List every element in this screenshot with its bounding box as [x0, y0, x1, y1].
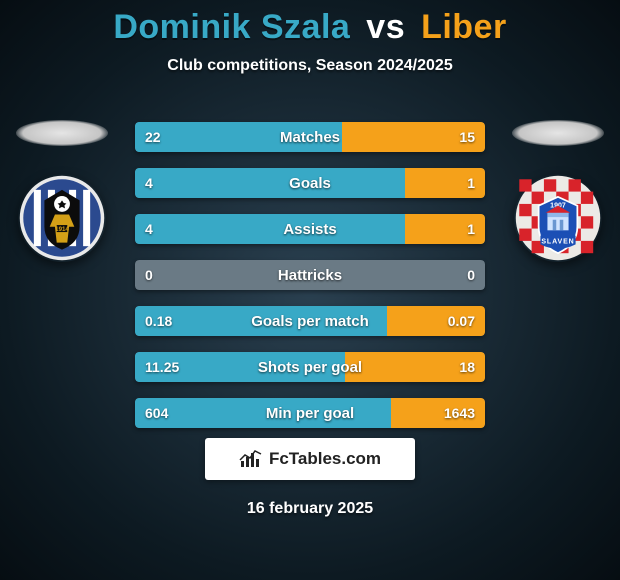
shadow-ellipse-left: [16, 120, 108, 146]
stat-bar-left: [135, 398, 391, 428]
player2-name: Liber: [421, 8, 507, 46]
date-text: 16 february 2025: [0, 500, 620, 518]
branding-badge: FcTables.com: [205, 438, 415, 480]
svg-text:SLAVEN: SLAVEN: [541, 239, 574, 246]
stat-row: Hattricks00: [135, 260, 485, 290]
right-club-logo: 1907 SLAVEN: [514, 174, 602, 262]
right-club-area: 1907 SLAVEN: [508, 120, 608, 262]
stat-bar-right: [405, 168, 486, 198]
stat-bar-left: [135, 168, 405, 198]
stat-row: Goals41: [135, 168, 485, 198]
stat-row: Goals per match0.180.07: [135, 306, 485, 336]
stat-row: Min per goal6041643: [135, 398, 485, 428]
stat-row: Shots per goal11.2518: [135, 352, 485, 382]
stat-bar-right: [387, 306, 485, 336]
stat-bar-left: [135, 214, 405, 244]
stat-bar-right: [405, 214, 486, 244]
player1-name: Dominik Szala: [113, 8, 350, 46]
stat-row: Matches2215: [135, 122, 485, 152]
stat-bar-right: [342, 122, 486, 152]
stat-bar-left: [135, 306, 387, 336]
chart-icon: [239, 449, 263, 469]
stat-bar-left: [135, 122, 342, 152]
vs-text: vs: [366, 8, 405, 46]
branding-text: FcTables.com: [269, 449, 381, 469]
subtitle: Club competitions, Season 2024/2025: [0, 57, 620, 75]
left-club-logo: 1914: [18, 174, 106, 262]
stat-bar-left: [135, 352, 345, 382]
comparison-bars: Matches2215 Goals41 Assists41 Hattricks00 Go…: [135, 122, 485, 444]
page-title: Dominik Szala vs Liber: [0, 0, 620, 47]
shadow-ellipse-right: [512, 120, 604, 146]
svg-text:1914: 1914: [55, 226, 69, 233]
left-club-area: 1914: [12, 120, 112, 262]
stat-bar-right: [391, 398, 486, 428]
stat-bar-right: [345, 352, 485, 382]
stat-row: Assists41: [135, 214, 485, 244]
